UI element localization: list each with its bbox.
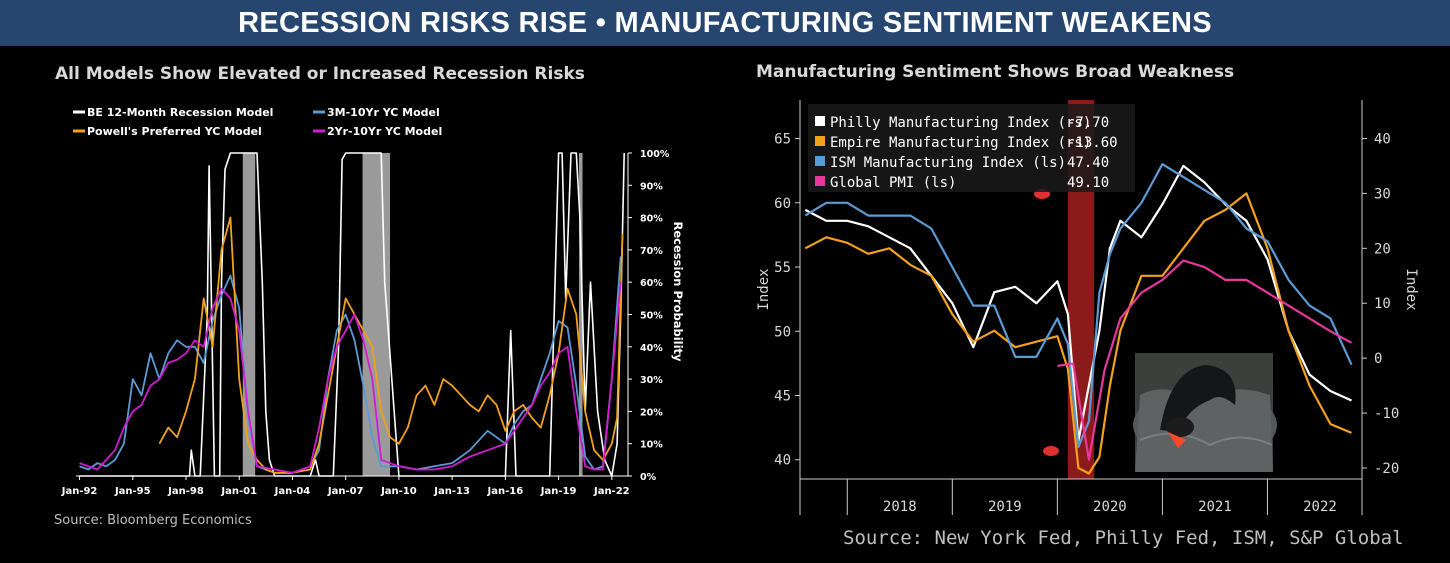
series-line-global-pmi-ls xyxy=(1057,259,1353,461)
x-tick-label-2019: 2019 xyxy=(988,499,1022,515)
black-swan-image xyxy=(1133,353,1277,472)
left-y-tick-label-50: 50 xyxy=(774,324,791,340)
legend-value-global-pmi-ls: 49.10 xyxy=(1067,175,1109,191)
y-axis-title: Recession Probability xyxy=(671,221,685,362)
alert-marker-bottom xyxy=(1043,446,1059,456)
series-line-philly-manufacturing-index-rs xyxy=(804,164,1352,442)
left-y-tick-label-45: 45 xyxy=(774,388,791,404)
x-tick-label-2018: 2018 xyxy=(883,499,917,515)
series-line-powell-s-preferred-yc-model xyxy=(158,216,624,474)
x-tick-label-2021: 2021 xyxy=(1198,499,1232,515)
left-y-tick-label-40: 40 xyxy=(774,453,791,469)
swan-head xyxy=(1166,417,1194,437)
x-tick-label-Jan-19: Jan-19 xyxy=(540,486,577,497)
x-tick-label-Jan-16: Jan-16 xyxy=(487,486,524,497)
legend-swatch-philly-manufacturing-index-rs xyxy=(815,116,825,126)
left-source-note: Source: Bloomberg Economics xyxy=(54,513,252,528)
swan-neck xyxy=(1160,365,1236,432)
x-tick-label-Jan-95: Jan-95 xyxy=(114,486,151,497)
y-tick-label-10: 100% xyxy=(640,149,670,160)
legend-value-empire-manufacturing-index-rs: -13.60 xyxy=(1067,135,1118,151)
legend-label-2yr-10yr-yc-model: 2Yr-10Yr YC Model xyxy=(327,125,442,138)
legend-label-powell-s-preferred-yc-model: Powell's Preferred YC Model xyxy=(87,125,262,138)
y-tick-label-0: 0% xyxy=(640,472,657,483)
banner: RECESSION RISKS RISE • MANUFACTURING SEN… xyxy=(0,0,1450,46)
right-y-tick-label-10: 10 xyxy=(1374,296,1391,312)
left-y-tick-label-55: 55 xyxy=(774,260,791,276)
x-tick-label-Jan-10: Jan-10 xyxy=(380,486,417,497)
legend-swatch-global-pmi-ls xyxy=(815,176,825,186)
y-tick-label-1: 10% xyxy=(640,440,663,451)
left-y-tick-label-65: 65 xyxy=(774,132,791,148)
y-tick-label-5: 50% xyxy=(640,311,663,322)
x-tick-label-Jan-22: Jan-22 xyxy=(593,486,630,497)
right-y-tick-label-20: 20 xyxy=(1374,241,1391,257)
y-tick-label-8: 80% xyxy=(640,214,663,225)
legend-label-global-pmi-ls: Global PMI (ls) xyxy=(830,175,956,191)
y-tick-label-3: 30% xyxy=(640,375,663,386)
x-tick-label-Jan-04: Jan-04 xyxy=(274,486,311,497)
series-line-2yr-10yr-yc-model xyxy=(79,282,622,474)
legend-label-empire-manufacturing-index-rs: Empire Manufacturing Index (rs) xyxy=(830,135,1091,151)
x-tick-label-Jan-98: Jan-98 xyxy=(167,486,204,497)
legend-swatch-ism-manufacturing-index-ls xyxy=(815,156,825,166)
x-tick-label-Jan-13: Jan-13 xyxy=(433,486,470,497)
right-source-note: Source: New York Fed, Philly Fed, ISM, S… xyxy=(843,527,1404,549)
x-tick-label-2020: 2020 xyxy=(1093,499,1127,515)
y-tick-label-2: 20% xyxy=(640,407,663,418)
right-y-tick-label-30: 30 xyxy=(1374,186,1391,202)
legend-value-philly-manufacturing-index-rs: -7.70 xyxy=(1067,115,1109,131)
y-tick-label-7: 70% xyxy=(640,246,663,257)
legend-box xyxy=(808,104,1135,192)
right-y-tick-label--20: -20 xyxy=(1374,461,1399,477)
y-tick-label-9: 90% xyxy=(640,181,663,192)
left-chart-title: All Models Show Elevated or Increased Re… xyxy=(55,64,585,84)
recession-bar-3 xyxy=(578,153,583,476)
banner-title: RECESSION RISKS RISE • MANUFACTURING SEN… xyxy=(238,6,1212,39)
legend-label-be-12-month-recession-model: BE 12-Month Recession Model xyxy=(87,106,273,119)
right-y-axis-title: Index xyxy=(1403,268,1419,310)
legend-value-ism-manufacturing-index-ls: 47.40 xyxy=(1067,155,1109,171)
left-y-axis-title: Index xyxy=(756,268,772,310)
legend-label-ism-manufacturing-index-ls: ISM Manufacturing Index (ls) xyxy=(830,155,1066,171)
x-tick-label-Jan-92: Jan-92 xyxy=(61,486,98,497)
legend-label-philly-manufacturing-index-rs: Philly Manufacturing Index (rs) xyxy=(830,115,1091,131)
right-y-tick-label-0: 0 xyxy=(1374,351,1382,367)
right-chart-title: Manufacturing Sentiment Shows Broad Weak… xyxy=(756,62,1235,82)
y-tick-label-6: 60% xyxy=(640,278,663,289)
x-tick-label-2022: 2022 xyxy=(1303,499,1337,515)
legend-label-3m-10yr-yc-model: 3M-10Yr YC Model xyxy=(327,106,440,119)
series-line-empire-manufacturing-index-rs xyxy=(804,192,1352,475)
legend-swatch-empire-manufacturing-index-rs xyxy=(815,136,825,146)
right-y-tick-label-40: 40 xyxy=(1374,131,1391,147)
swan-feather-edge xyxy=(1139,432,1273,447)
y-tick-label-4: 40% xyxy=(640,343,663,354)
x-tick-label-Jan-01: Jan-01 xyxy=(220,486,257,497)
right-y-tick-label--10: -10 xyxy=(1374,406,1399,422)
x-tick-label-Jan-07: Jan-07 xyxy=(327,486,364,497)
left-y-tick-label-60: 60 xyxy=(774,196,791,212)
swan-beak xyxy=(1168,432,1186,448)
